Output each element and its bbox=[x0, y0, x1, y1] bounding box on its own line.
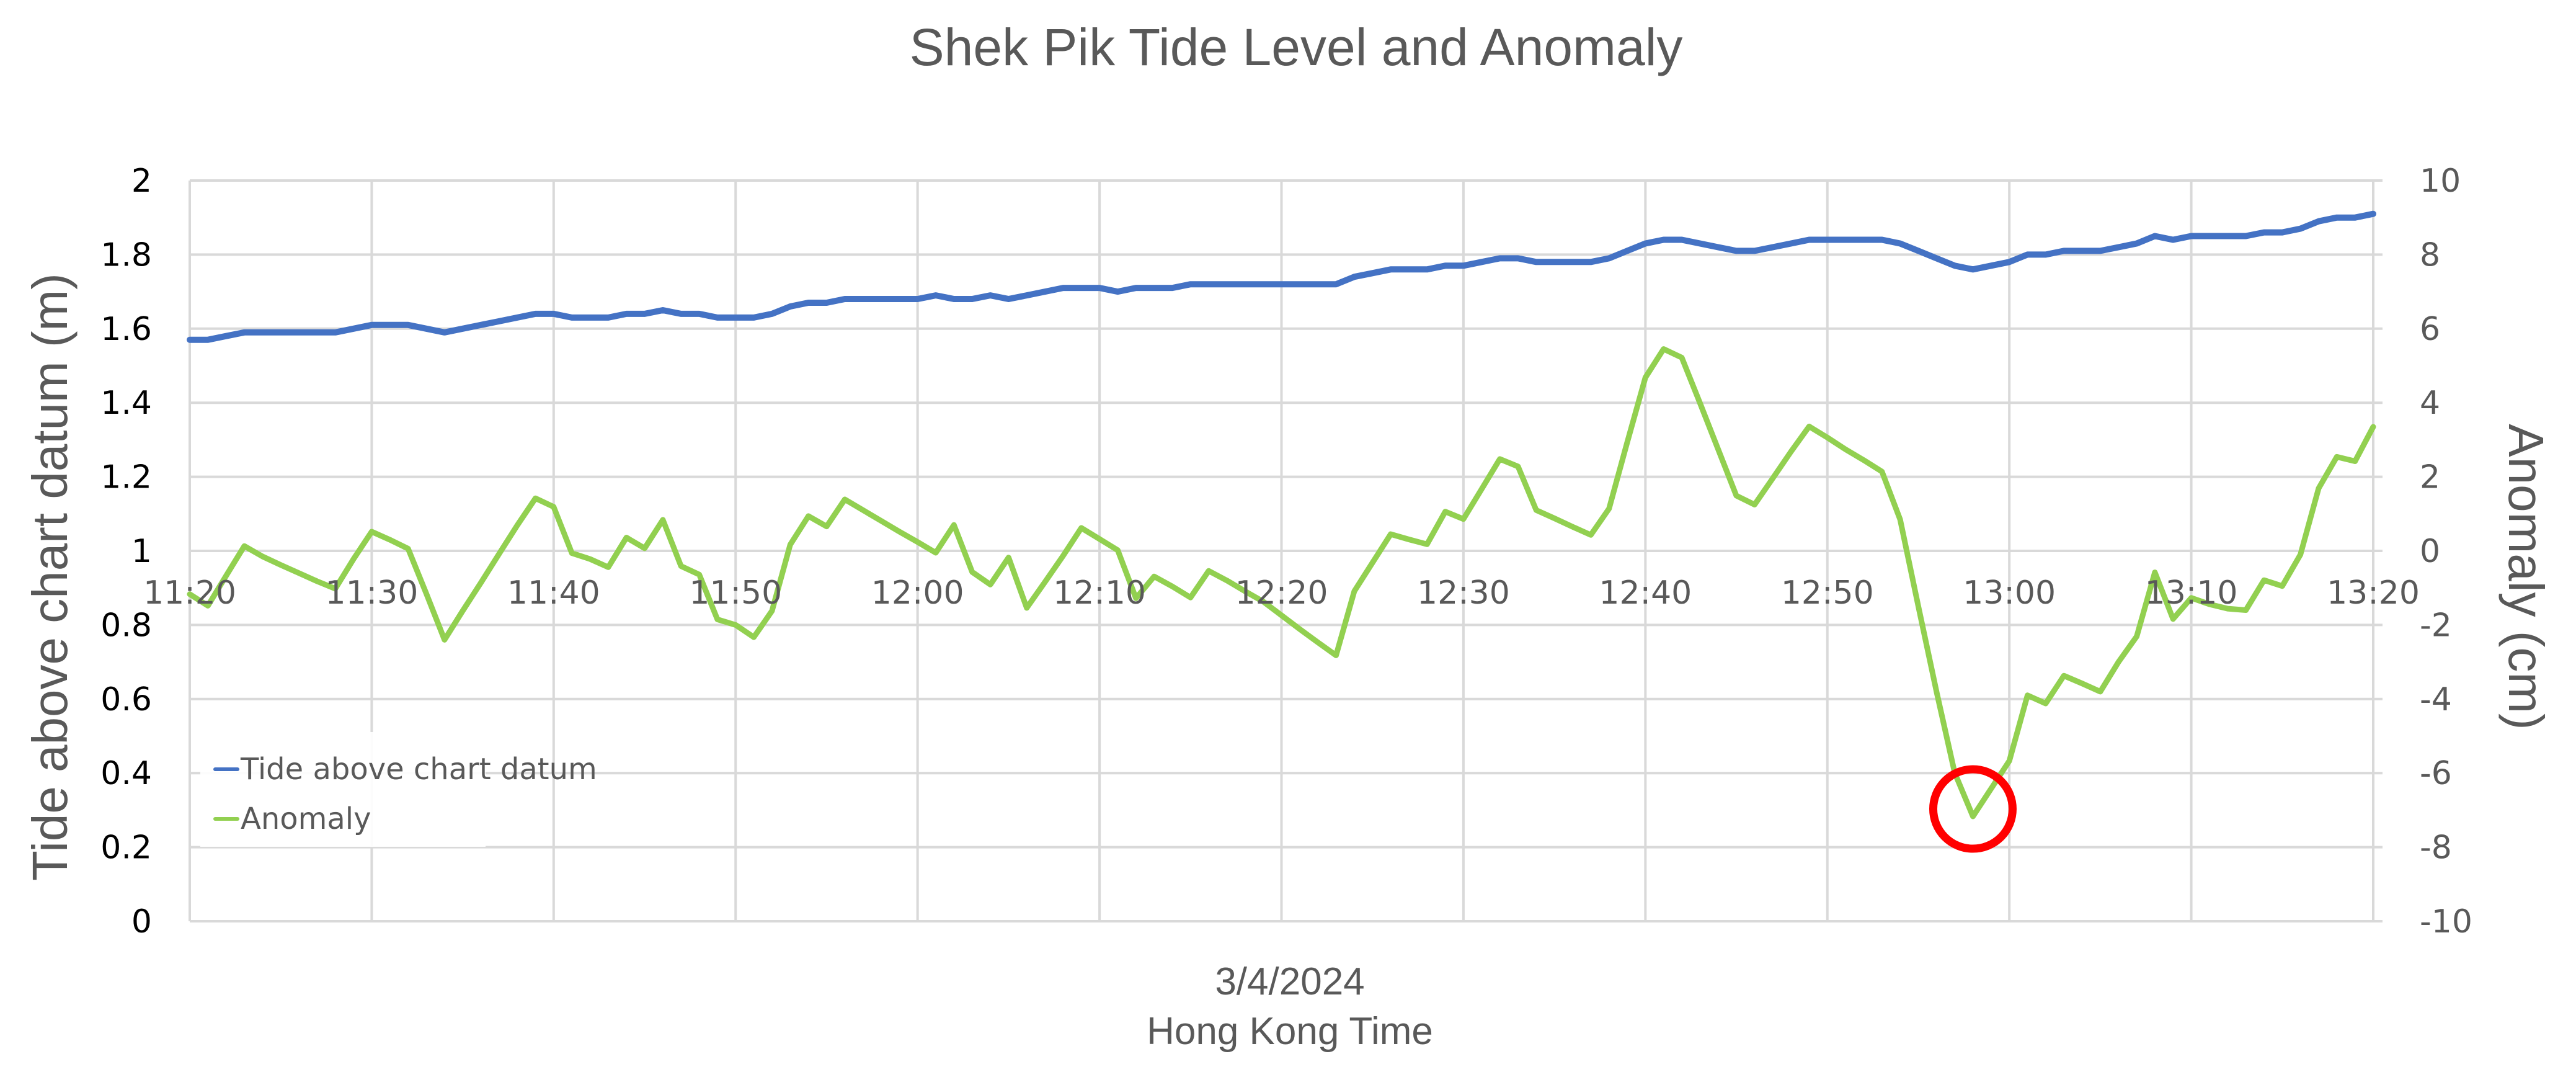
x-tick-label: 11:50 bbox=[689, 574, 782, 612]
x-tick-label: 12:10 bbox=[1053, 574, 1146, 612]
legend-label-anomaly: Anomaly bbox=[241, 802, 371, 836]
legend-label-tide: Tide above chart datum bbox=[240, 752, 597, 787]
x-tick-label: 11:40 bbox=[507, 574, 600, 612]
left-y-tick-label: 0.6 bbox=[100, 681, 152, 718]
left-y-tick-label: 1.6 bbox=[100, 311, 152, 348]
right-y-tick-label: -4 bbox=[2420, 681, 2452, 718]
x-tick-label: 12:30 bbox=[1417, 574, 1510, 612]
left-y-tick-label: 1.8 bbox=[100, 236, 152, 274]
anomaly-series-line bbox=[187, 346, 2376, 820]
x-tick-label: 12:40 bbox=[1599, 574, 1692, 612]
gridlines bbox=[189, 179, 2383, 922]
left-y-tick-label: 1.4 bbox=[100, 385, 152, 422]
x-tick-label: 13:00 bbox=[1963, 574, 2056, 612]
right-y-tick-label: 6 bbox=[2420, 311, 2440, 348]
x-tick-label: 11:20 bbox=[143, 574, 236, 612]
right-y-tick-label: -2 bbox=[2420, 607, 2452, 644]
left-y-axis-title: Tide above chart datum (m) bbox=[22, 273, 78, 881]
right-y-tick-label: 8 bbox=[2420, 236, 2440, 274]
right-y-tick-label: -8 bbox=[2420, 829, 2452, 867]
left-y-tick-label: 0.4 bbox=[100, 755, 152, 792]
x-axis-title: Hong Kong Time bbox=[1147, 1010, 1433, 1053]
x-tick-label: 12:00 bbox=[871, 574, 964, 612]
right-y-tick-label: 0 bbox=[2420, 533, 2440, 570]
x-axis-date-label: 3/4/2024 bbox=[1215, 960, 1364, 1003]
chart-title: Shek Pik Tide Level and Anomaly bbox=[910, 18, 1683, 76]
legend: Tide above chart datum Anomaly bbox=[200, 732, 597, 847]
left-y-tick-label: 0 bbox=[131, 903, 152, 940]
x-tick-label: 12:50 bbox=[1781, 574, 1874, 612]
left-y-tick-label: 1.2 bbox=[100, 459, 152, 496]
left-y-tick-label: 1 bbox=[131, 533, 152, 570]
right-y-tick-label: -10 bbox=[2420, 903, 2472, 940]
highlight-circle bbox=[1929, 765, 2017, 853]
left-y-tick-label: 0.2 bbox=[100, 829, 152, 867]
right-y-tick-label: -6 bbox=[2420, 755, 2452, 792]
x-tick-label: 11:30 bbox=[325, 574, 418, 612]
tide-series-line bbox=[187, 210, 2376, 343]
legend-background bbox=[200, 732, 486, 847]
right-y-axis-title: Anomaly (cm) bbox=[2498, 424, 2554, 730]
right-y-tick-label: 4 bbox=[2420, 385, 2440, 422]
left-y-tick-label: 2 bbox=[131, 163, 152, 200]
x-tick-label: 13:10 bbox=[2145, 574, 2238, 612]
right-y-tick-label: 2 bbox=[2420, 459, 2440, 496]
right-y-tick-label: 10 bbox=[2420, 163, 2461, 200]
x-tick-label: 13:20 bbox=[2327, 574, 2420, 612]
left-y-axis-ticks: 0 0.2 0.4 0.6 0.8 1 1.2 1.4 1.6 1.8 2 bbox=[100, 163, 152, 940]
right-y-axis-ticks: -10 -8 -6 -4 -2 0 2 4 6 8 10 bbox=[2420, 163, 2472, 940]
x-tick-label: 12:20 bbox=[1235, 574, 1328, 612]
x-axis-ticks: 11:20 11:30 11:40 11:50 12:00 12:10 12:20 12:30… bbox=[143, 574, 2420, 612]
left-y-tick-label: 0.8 bbox=[100, 607, 152, 644]
